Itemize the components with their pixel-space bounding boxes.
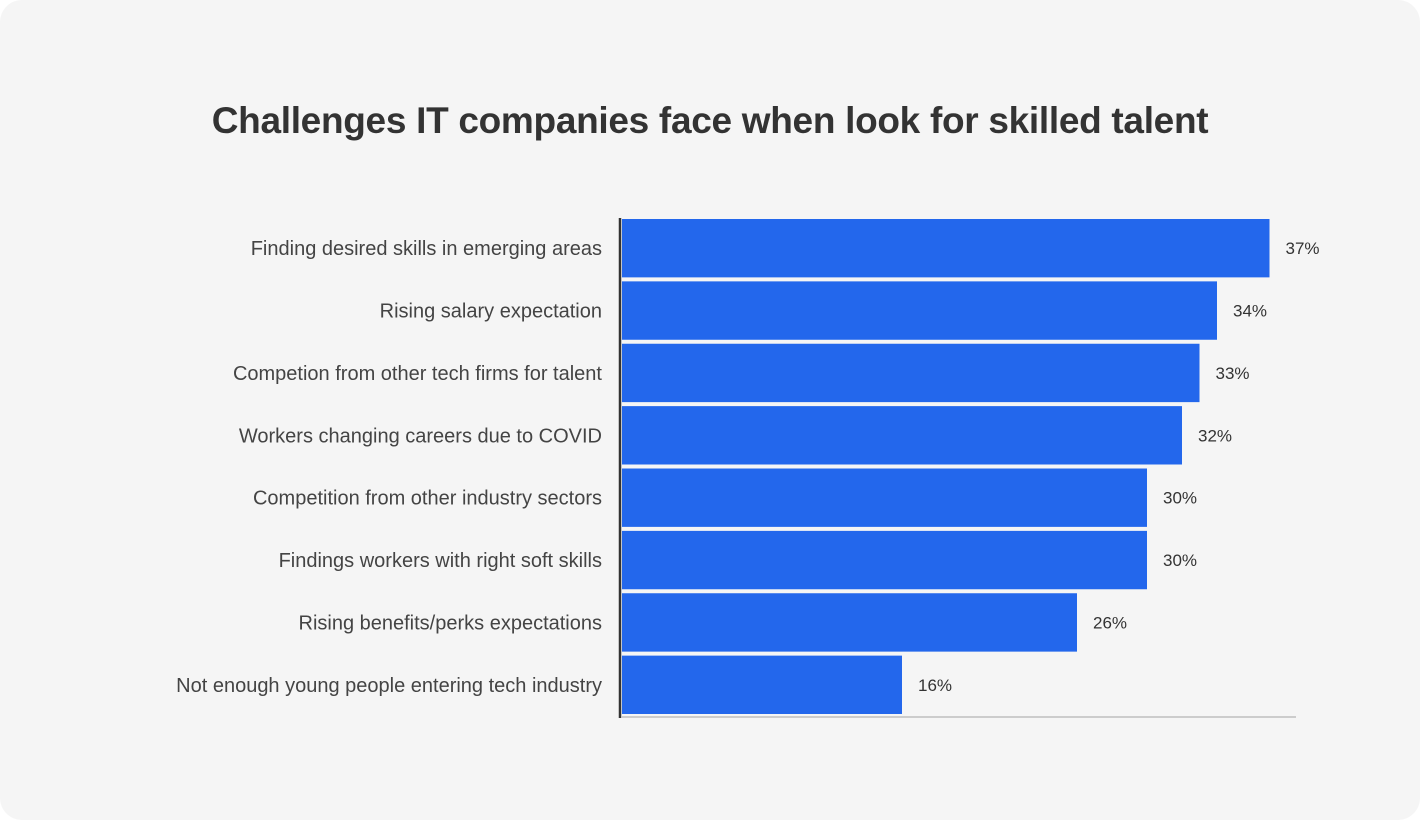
value-label: 26% — [1093, 613, 1127, 632]
category-label: Finding desired skills in emerging areas — [251, 238, 602, 260]
value-label: 34% — [1233, 302, 1267, 321]
chart-title: Challenges IT companies face when look f… — [211, 100, 1209, 141]
bar — [622, 281, 1217, 340]
value-label: 30% — [1163, 489, 1197, 508]
bar — [622, 655, 902, 714]
bar — [622, 468, 1147, 527]
bar — [622, 219, 1270, 278]
bar — [622, 593, 1077, 652]
bar — [622, 343, 1200, 403]
category-label: Competion from other tech firms for tale… — [233, 363, 602, 385]
category-label: Rising salary expectation — [380, 301, 602, 323]
category-label: Workers changing careers due to COVID — [239, 425, 602, 447]
category-label: Rising benefits/perks expectations — [299, 612, 603, 634]
value-label: 32% — [1198, 426, 1232, 445]
value-label: 16% — [918, 676, 952, 695]
category-label: Not enough young people entering tech in… — [176, 675, 602, 697]
category-label: Competition from other industry sectors — [253, 488, 602, 510]
value-label: 33% — [1216, 364, 1250, 383]
bar — [622, 406, 1182, 465]
bar — [622, 530, 1147, 590]
value-label: 37% — [1286, 239, 1320, 258]
category-label: Findings workers with right soft skills — [279, 550, 602, 572]
value-label: 30% — [1163, 551, 1197, 570]
